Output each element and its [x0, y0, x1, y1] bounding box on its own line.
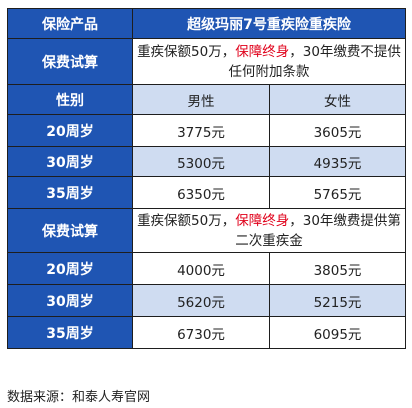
plan1-desc-highlight: 保障终身 [235, 43, 290, 60]
plan1-desc-b: ，30年缴费不提供任何附加条款 [228, 43, 401, 80]
plan1-label: 保费试算 [7, 38, 133, 85]
product-name-cell: 超级玛丽7号重疾险重疾险 [132, 8, 406, 39]
plan2-row: 保费试算 重疾保额50万，保障终身，30年缴费提供第二次重疾金 [7, 208, 406, 253]
plan1-desc-a: 重疾保额50万， [137, 43, 236, 60]
age-cell: 30周岁 [7, 146, 133, 177]
male-premium: 5620元 [132, 284, 270, 317]
female-premium: 5215元 [269, 284, 406, 317]
male-header: 男性 [132, 84, 270, 115]
premium-table: 保险产品 超级玛丽7号重疾险重疾险 保费试算 重疾保额50万，保障终身，30年缴… [7, 8, 406, 349]
data-source-note: 数据来源：和泰人寿官网 [7, 390, 151, 405]
plan2-desc-a: 重疾保额50万， [137, 212, 236, 229]
plan1-description: 重疾保额50万，保障终身，30年缴费不提供任何附加条款 [132, 38, 406, 85]
female-premium: 4935元 [269, 146, 406, 177]
female-premium: 5765元 [269, 176, 406, 209]
female-premium: 3805元 [269, 252, 406, 285]
male-premium: 5300元 [132, 146, 270, 177]
gender-row: 性别 男性 女性 [7, 84, 406, 115]
female-premium: 3605元 [269, 114, 406, 147]
table-row: 20周岁 4000元 3805元 [7, 252, 406, 285]
age-cell: 30周岁 [7, 284, 133, 317]
plan2-description: 重疾保额50万，保障终身，30年缴费提供第二次重疾金 [132, 208, 406, 253]
table-row: 20周岁 3775元 3605元 [7, 114, 406, 147]
male-premium: 6350元 [132, 176, 270, 209]
male-premium: 6730元 [132, 316, 270, 349]
plan2-label: 保费试算 [7, 208, 133, 253]
age-cell: 20周岁 [7, 252, 133, 285]
header-row: 保险产品 超级玛丽7号重疾险重疾险 [7, 8, 406, 39]
gender-label: 性别 [7, 84, 133, 115]
plan2-desc-highlight: 保障终身 [235, 212, 290, 229]
plan1-row: 保费试算 重疾保额50万，保障终身，30年缴费不提供任何附加条款 [7, 38, 406, 85]
male-premium: 4000元 [132, 252, 270, 285]
age-cell: 20周岁 [7, 114, 133, 147]
female-header: 女性 [269, 84, 406, 115]
age-cell: 35周岁 [7, 176, 133, 209]
table-row: 30周岁 5300元 4935元 [7, 146, 406, 177]
table-row: 30周岁 5620元 5215元 [7, 284, 406, 317]
plan2-desc-b: ，30年缴费提供第二次重疾金 [235, 212, 401, 249]
age-cell: 35周岁 [7, 316, 133, 349]
product-label-cell: 保险产品 [7, 8, 133, 39]
table-row: 35周岁 6730元 6095元 [7, 316, 406, 349]
male-premium: 3775元 [132, 114, 270, 147]
table-row: 35周岁 6350元 5765元 [7, 176, 406, 209]
female-premium: 6095元 [269, 316, 406, 349]
